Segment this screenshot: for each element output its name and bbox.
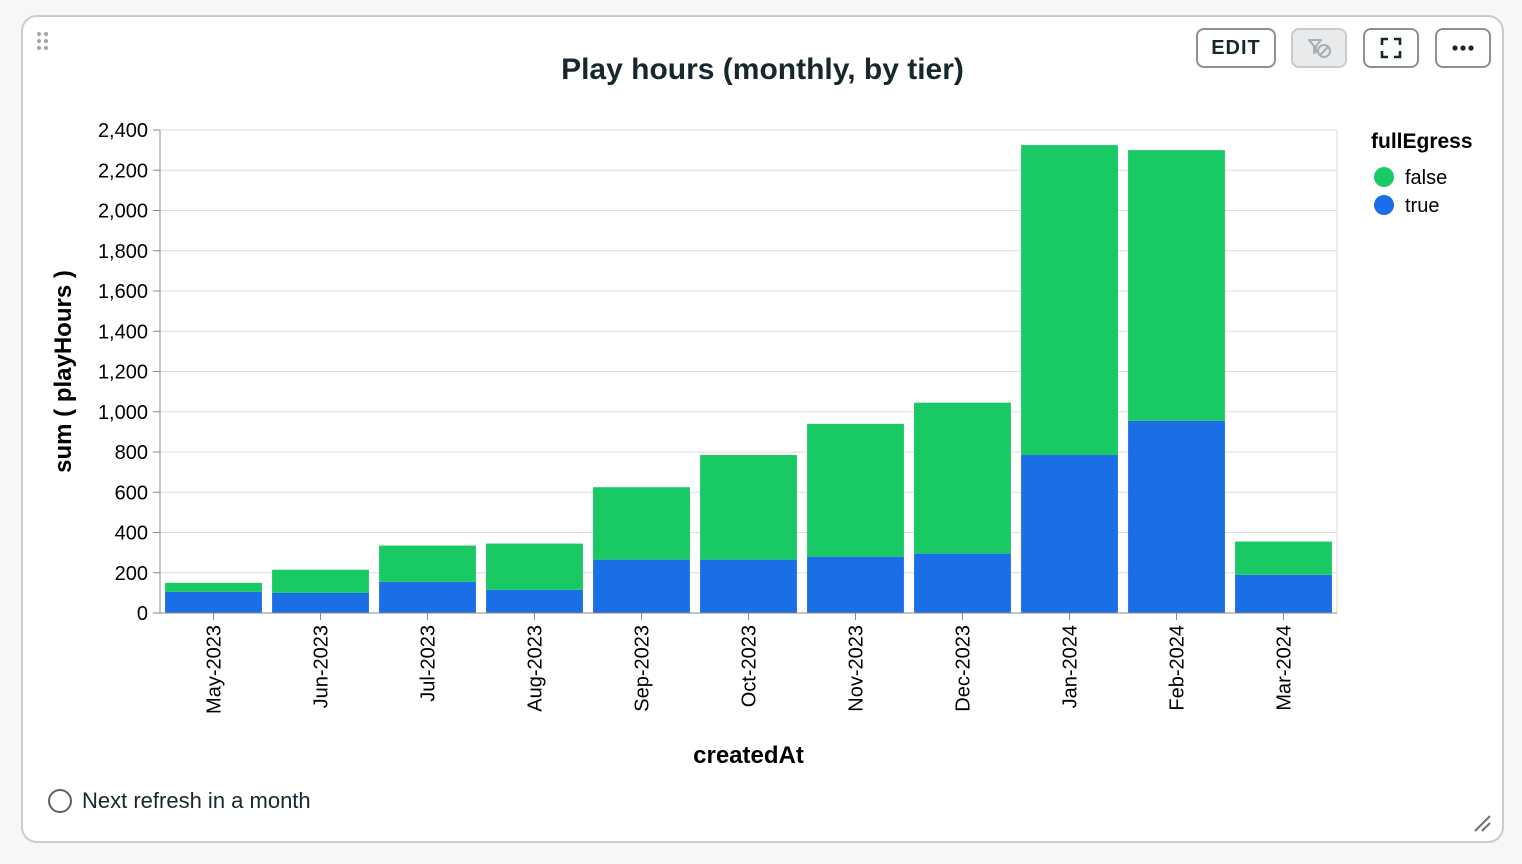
bar-true-Jun-2023 bbox=[272, 592, 369, 613]
refresh-status: Next refresh in a month bbox=[48, 788, 311, 814]
y-tick-label: 2,000 bbox=[98, 201, 148, 223]
chart-title: Play hours (monthly, by tier) bbox=[561, 53, 964, 86]
bar-false-Aug-2023 bbox=[486, 543, 583, 590]
bar-true-Dec-2023 bbox=[914, 553, 1011, 613]
x-tick-label: Jul-2023 bbox=[418, 625, 440, 702]
bar-true-Mar-2024 bbox=[1235, 574, 1332, 613]
filter-off-icon bbox=[1308, 39, 1331, 58]
bar-true-Oct-2023 bbox=[700, 559, 797, 613]
x-tick-label: Sep-2023 bbox=[632, 625, 654, 712]
y-tick-label: 2,400 bbox=[98, 120, 148, 142]
x-tick-label: Feb-2024 bbox=[1167, 625, 1189, 711]
y-tick-label: 400 bbox=[115, 523, 148, 545]
axes: 0 200 400 600 800 1,000 1,200 1,400 1,600 1,800 2,… bbox=[98, 120, 1337, 714]
bars bbox=[165, 145, 1332, 613]
legend-swatch-true bbox=[1374, 195, 1394, 215]
y-tick-label: 1,000 bbox=[98, 402, 148, 424]
bar-false-Jul-2023 bbox=[379, 545, 476, 582]
x-tick-label: Oct-2023 bbox=[739, 625, 761, 707]
legend-swatch-false bbox=[1374, 167, 1394, 187]
bar-true-Aug-2023 bbox=[486, 589, 583, 613]
bar-false-Jan-2024 bbox=[1021, 145, 1118, 456]
y-tick-label: 1,200 bbox=[98, 362, 148, 384]
more-icon bbox=[1452, 45, 1474, 51]
bar-false-Feb-2024 bbox=[1128, 150, 1225, 421]
more-options-button[interactable] bbox=[1435, 28, 1491, 68]
y-tick-label: 1,400 bbox=[98, 321, 148, 343]
y-tick-label: 600 bbox=[115, 482, 148, 504]
x-axis-label: createdAt bbox=[693, 742, 804, 769]
bar-false-May-2023 bbox=[165, 582, 262, 592]
legend-title: fullEgress bbox=[1371, 130, 1473, 153]
y-tick-label: 800 bbox=[115, 442, 148, 464]
x-tick-label: Nov-2023 bbox=[846, 625, 868, 712]
stacked-bar-chart: 0 200 400 600 800 1,000 1,200 1,400 1,600 1,800 2,… bbox=[50, 120, 1473, 769]
bar-false-Sep-2023 bbox=[593, 487, 690, 560]
refresh-status-text: Next refresh in a month bbox=[82, 788, 311, 813]
chart-card: Play hours (monthly, by tier) EDIT 0 200 4… bbox=[21, 15, 1504, 843]
legend: fullEgress false true bbox=[1371, 130, 1473, 217]
x-tick-label: May-2023 bbox=[204, 625, 226, 714]
bar-true-Jan-2024 bbox=[1021, 455, 1118, 613]
resize-handle-icon[interactable] bbox=[1472, 813, 1492, 833]
bar-false-Jun-2023 bbox=[272, 569, 369, 593]
fullscreen-button[interactable] bbox=[1363, 28, 1419, 68]
x-tick-label: Mar-2024 bbox=[1274, 625, 1296, 711]
bar-false-Dec-2023 bbox=[914, 402, 1011, 554]
x-tick-label: Aug-2023 bbox=[525, 625, 547, 712]
bar-true-Sep-2023 bbox=[593, 559, 690, 613]
bar-true-May-2023 bbox=[165, 591, 262, 613]
x-tick-label: Dec-2023 bbox=[953, 625, 975, 712]
y-tick-label: 0 bbox=[137, 603, 148, 625]
bar-true-Feb-2024 bbox=[1128, 420, 1225, 613]
legend-label-false: false bbox=[1405, 167, 1447, 189]
drag-handle-icon[interactable] bbox=[37, 32, 51, 54]
y-tick-label: 200 bbox=[115, 563, 148, 585]
legend-label-true: true bbox=[1405, 195, 1439, 217]
edit-button[interactable]: EDIT bbox=[1196, 28, 1276, 68]
y-axis-label: sum ( playHours ) bbox=[50, 270, 77, 473]
bar-false-Nov-2023 bbox=[807, 423, 904, 557]
bar-false-Oct-2023 bbox=[700, 455, 797, 560]
filter-off-button[interactable] bbox=[1291, 28, 1347, 68]
x-tick-label: Jan-2024 bbox=[1060, 625, 1082, 708]
y-tick-label: 1,600 bbox=[98, 281, 148, 303]
refresh-status-icon bbox=[48, 789, 72, 813]
y-tick-label: 1,800 bbox=[98, 241, 148, 263]
x-tick-label: Jun-2023 bbox=[311, 625, 333, 708]
bar-true-Nov-2023 bbox=[807, 556, 904, 613]
fullscreen-icon bbox=[1380, 37, 1402, 59]
y-tick-label: 2,200 bbox=[98, 160, 148, 182]
bar-true-Jul-2023 bbox=[379, 581, 476, 613]
bar-false-Mar-2024 bbox=[1235, 541, 1332, 575]
